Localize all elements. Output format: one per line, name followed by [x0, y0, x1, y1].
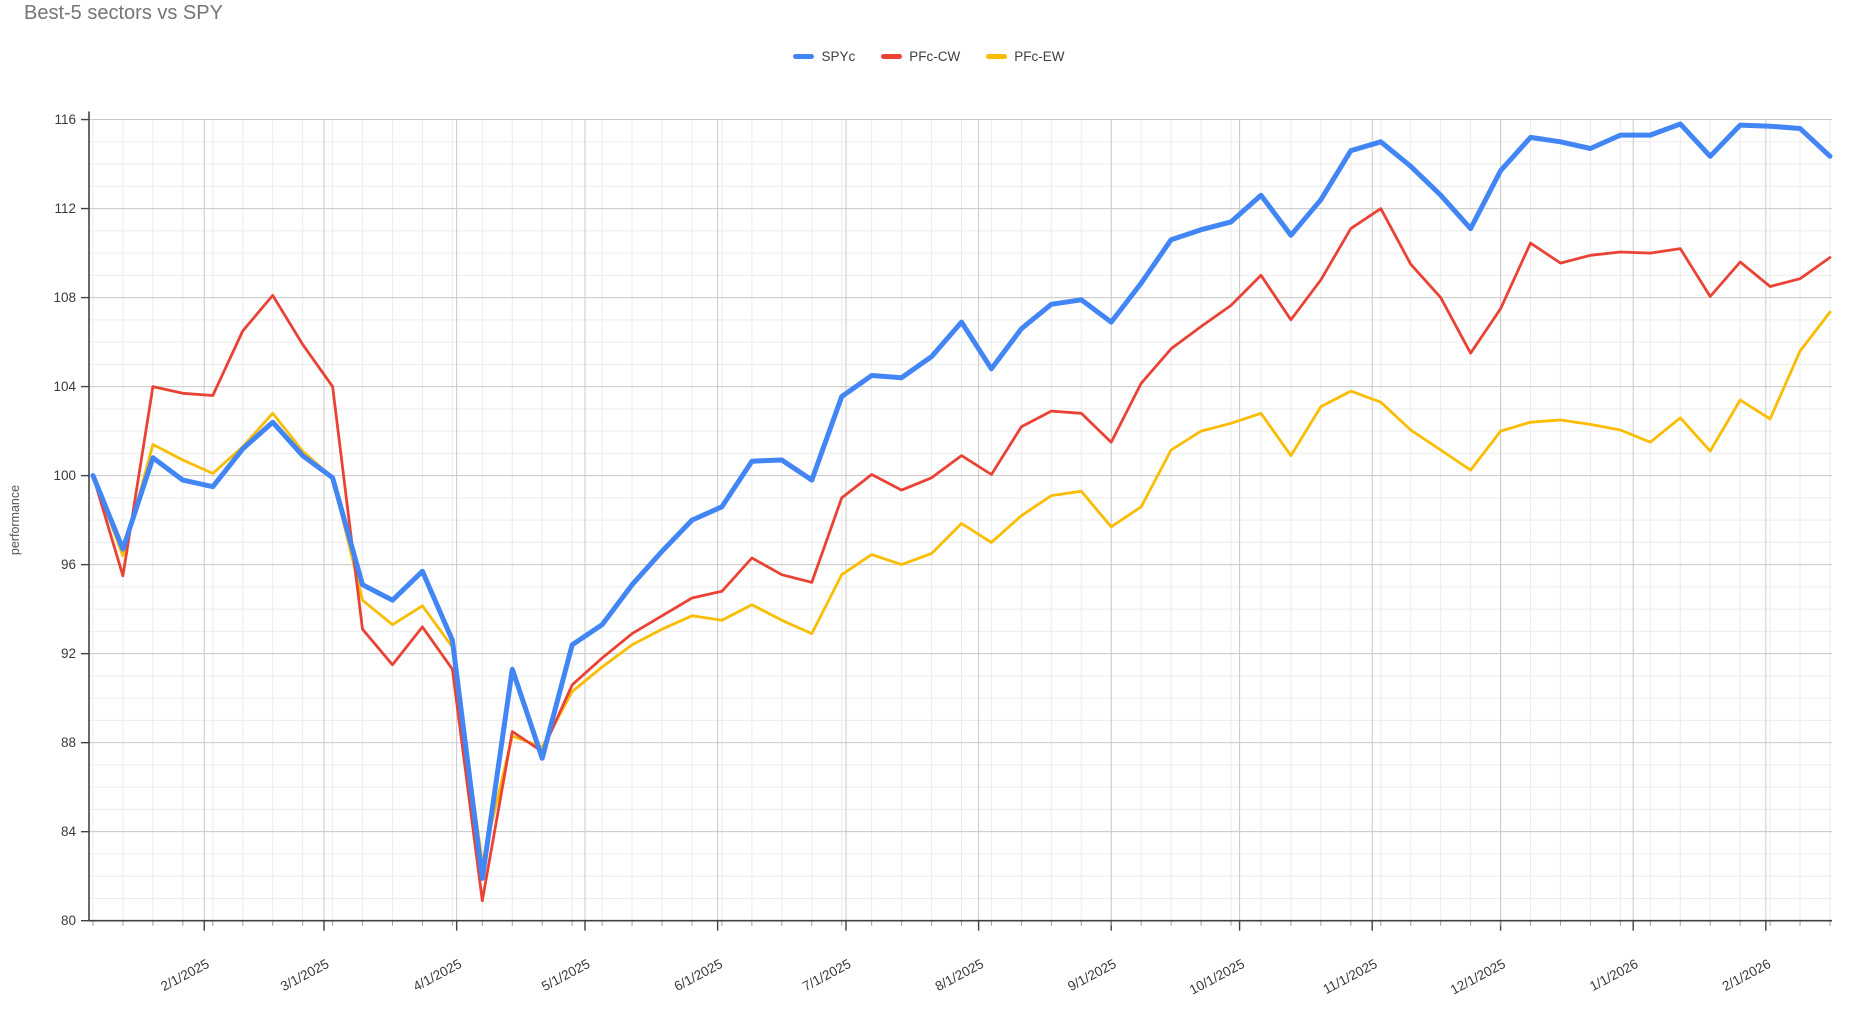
legend-item-spyc[interactable]: SPYc — [793, 49, 855, 64]
y-tick-label: 80 — [61, 913, 76, 928]
x-tick-label: 6/1/2025 — [672, 956, 725, 994]
legend: SPYc PFc-CW PFc-EW — [0, 49, 1858, 64]
series-line-spyc[interactable] — [90, 121, 1833, 881]
legend-swatch-pfc-ew — [986, 54, 1008, 59]
legend-label: SPYc — [821, 49, 856, 64]
y-tick-label: 88 — [61, 735, 76, 750]
axes — [81, 111, 1832, 931]
y-tick-label: 104 — [53, 379, 76, 394]
axis-labels: 80 84 88 92 96 100 104 108 112 116 2/1/2025 3/1/202… — [53, 112, 1773, 997]
y-tick-label: 112 — [54, 201, 76, 216]
x-tick-label: 5/1/2025 — [539, 956, 592, 994]
series-lines — [90, 121, 1833, 903]
y-tick-label: 100 — [53, 468, 76, 483]
legend-swatch-spyc — [793, 54, 815, 59]
legend-swatch-pfc-cw — [881, 54, 903, 59]
chart-title: Best-5 sectors vs SPY — [24, 2, 223, 24]
x-tick-label: 3/1/2025 — [278, 956, 331, 994]
x-tick-label: 10/1/2025 — [1187, 956, 1247, 997]
x-tick-label: 4/1/2025 — [411, 956, 464, 994]
legend-item-pfc-cw[interactable]: PFc-CW — [881, 49, 960, 64]
y-tick-label: 84 — [61, 824, 77, 839]
legend-item-pfc-ew[interactable]: PFc-EW — [986, 49, 1065, 64]
grid-major — [89, 119, 1832, 921]
x-tick-label: 2/1/2026 — [1720, 956, 1773, 994]
y-tick-label: 92 — [61, 646, 76, 661]
y-tick-label: 116 — [54, 112, 76, 127]
legend-label: PFc-EW — [1014, 49, 1065, 64]
x-tick-label: 9/1/2025 — [1065, 956, 1118, 994]
y-axis-title: performance — [8, 485, 22, 555]
legend-label: PFc-CW — [909, 49, 961, 64]
x-tick-label: 12/1/2025 — [1448, 956, 1508, 997]
x-tick-label: 1/1/2026 — [1587, 956, 1640, 994]
series-line-pfc-cw[interactable] — [91, 207, 1832, 903]
y-tick-label: 96 — [61, 557, 76, 572]
y-tick-label: 108 — [53, 290, 76, 305]
x-tick-label: 2/1/2025 — [158, 956, 211, 994]
series-line-pfc-ew[interactable] — [91, 310, 1832, 865]
x-tick-label: 7/1/2025 — [800, 956, 853, 994]
x-tick-label: 11/1/2025 — [1320, 956, 1379, 997]
x-tick-label: 8/1/2025 — [933, 956, 986, 994]
